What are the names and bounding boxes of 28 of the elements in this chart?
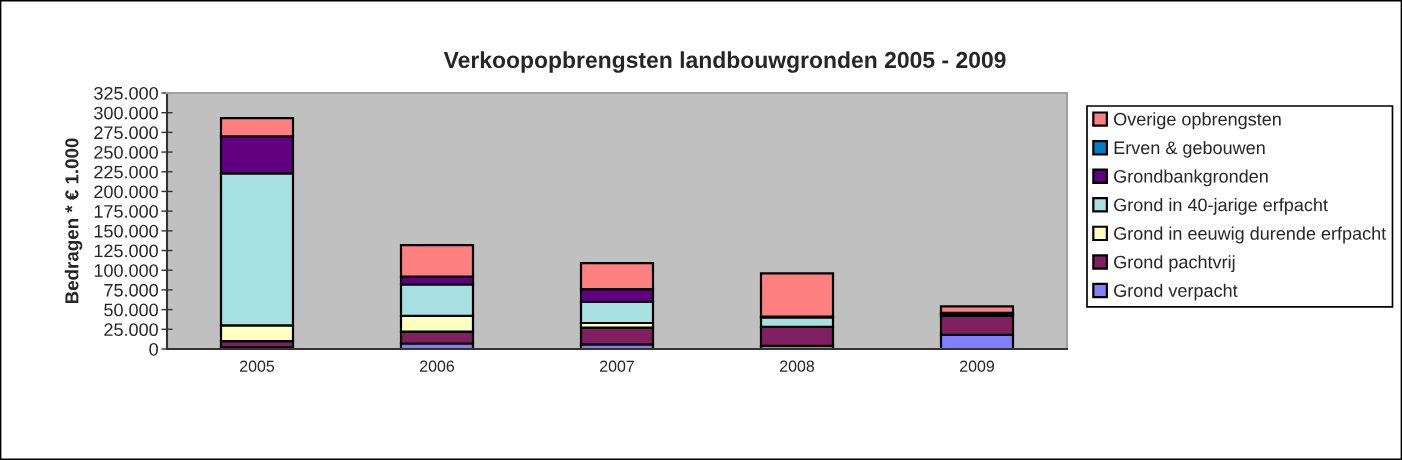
y-tick-label: 150.000 <box>94 224 158 238</box>
y-tick-label: 50.000 <box>104 303 158 317</box>
y-tick-label: 100.000 <box>94 264 158 277</box>
y-tick-label: 225.000 <box>94 165 158 179</box>
y-tick-label: 275.000 <box>94 126 158 140</box>
y-tick-label: 0 <box>149 342 158 356</box>
y-tick-label: 325.000 <box>94 86 158 100</box>
y-tick-label: 250.000 <box>94 146 158 159</box>
y-tick-label: 175.000 <box>94 205 158 218</box>
y-tick-label: 125.000 <box>94 244 158 258</box>
chart-title: Verkoopopbrengsten landbouwgronden 2005 - 2009 <box>443 51 1006 73</box>
x-tick-label: 2007 <box>600 360 634 372</box>
y-tick-label: 200.000 <box>94 185 158 199</box>
legend-label: Erven & gebouwen <box>1114 140 1265 158</box>
legend-label: Grond in 40-jarige erfpacht <box>1114 198 1328 215</box>
legend-label: Grond pachtvrij <box>1114 255 1235 272</box>
legend-label: Grondbankgronden <box>1114 169 1268 187</box>
y-axis-title: Bedragen * € 1.000 <box>64 138 83 304</box>
legend-label: Overige opbrengsten <box>1114 112 1281 130</box>
x-tick-label: 2006 <box>420 360 455 372</box>
x-tick-label: 2005 <box>240 360 275 372</box>
x-tick-label: 2008 <box>780 360 815 372</box>
x-tick-label: 2009 <box>960 360 995 372</box>
y-tick-label: 300.000 <box>94 106 158 120</box>
y-tick-label: 75.000 <box>104 283 158 297</box>
legend-label: Grond in eeuwig durende erfpacht <box>1114 226 1387 244</box>
legend-label: Grond verpacht <box>1114 283 1238 301</box>
y-tick-label: 25.000 <box>104 323 158 337</box>
